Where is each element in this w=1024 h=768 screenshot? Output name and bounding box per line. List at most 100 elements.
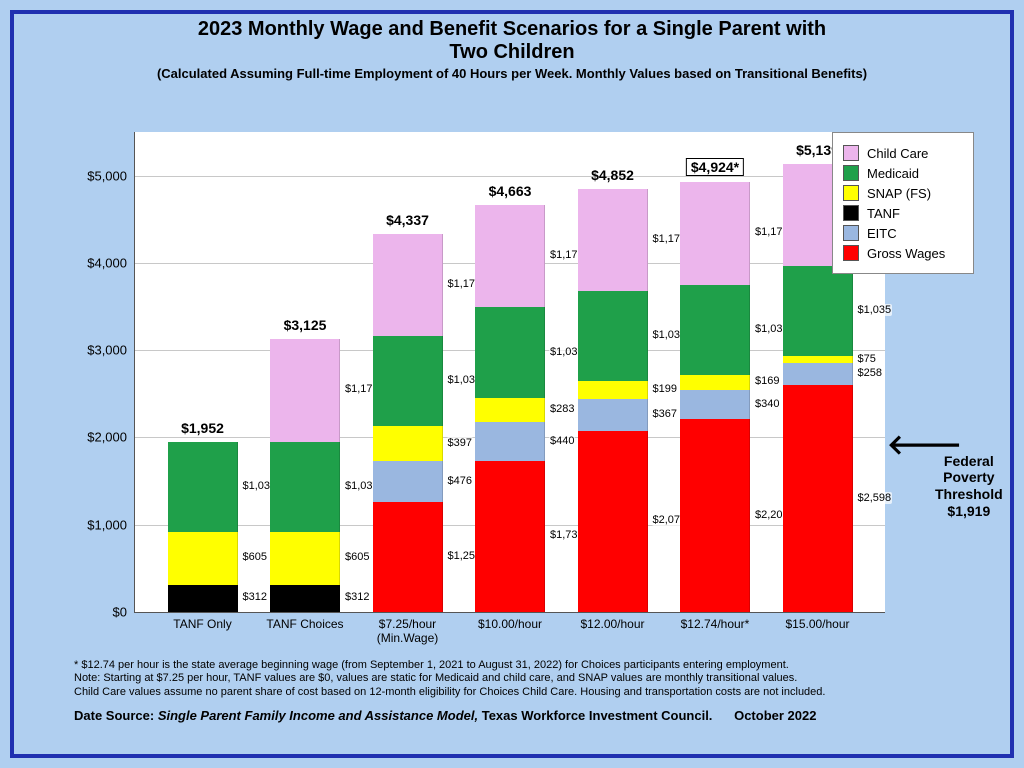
source-label: Date Source:: [74, 708, 158, 723]
legend-item-gross_wages: Gross Wages: [843, 245, 963, 261]
legend-item-child_care: Child Care: [843, 145, 963, 161]
page-container: 2023 Monthly Wage and Benefit Scenarios …: [0, 0, 1024, 768]
y-axis-label: $1,000: [87, 517, 127, 532]
legend-item-snap: SNAP (FS): [843, 185, 963, 201]
bar-total-label: $4,852: [591, 167, 634, 183]
chart-area: $0$1,000$2,000$3,000$4,000$5,000$312$605…: [64, 122, 974, 650]
footnote-1: * $12.74 per hour is the state average b…: [74, 659, 974, 673]
legend-label: TANF: [867, 206, 900, 221]
bar-segment-eitc: $476: [373, 461, 443, 503]
bar-total-label: $4,337: [386, 212, 429, 228]
legend-swatch: [843, 205, 859, 221]
bar-column: $1,256$476$397$1,035$1,173$4,337$7.25/ho…: [373, 234, 443, 613]
y-axis-label: $4,000: [87, 255, 127, 270]
bar-segment-tanf: $312: [168, 585, 238, 612]
bar-segment-child_care: $1,173: [475, 205, 545, 307]
bar-segment-medicaid: $1,035: [270, 442, 340, 532]
bar-total-label: $4,924*: [686, 158, 744, 176]
x-axis-category-label: $10.00/hour: [461, 618, 559, 632]
x-axis-category-label: TANF Choices: [256, 618, 354, 632]
segment-value-label: $75: [857, 353, 877, 365]
bar-segment-snap: $397: [373, 426, 443, 461]
bar-segment-eitc: $367: [578, 399, 648, 431]
x-axis-category-label: $12.00/hour: [564, 618, 662, 632]
x-axis-category-label: $15.00/hour: [769, 618, 867, 632]
source-line: Date Source: Single Parent Family Income…: [74, 708, 974, 724]
legend-label: SNAP (FS): [867, 186, 931, 201]
bar-segment-medicaid: $1,035: [783, 266, 853, 356]
bar-segment-child_care: $1,173: [578, 189, 648, 291]
legend-label: Gross Wages: [867, 246, 945, 261]
bar-segment-snap: $605: [168, 532, 238, 585]
legend-item-eitc: EITC: [843, 225, 963, 241]
bar-segment-child_care: $1,173: [680, 182, 750, 284]
chart-panel: 2023 Monthly Wage and Benefit Scenarios …: [10, 10, 1014, 758]
bar-segment-child_care: $1,173: [373, 234, 443, 336]
bar-column: $2,078$367$199$1,035$1,173$4,852$12.00/h…: [578, 189, 648, 612]
segment-value-label: $258: [857, 367, 883, 379]
x-axis-category-label: $7.25/hour(Min.Wage): [359, 618, 457, 646]
bar-segment-snap: $605: [270, 532, 340, 585]
segment-value-label: $169: [754, 375, 780, 387]
gridline: [135, 176, 885, 177]
bar-column: $1,732$440$283$1,035$1,173$4,663$10.00/h…: [475, 205, 545, 612]
bar-segment-gross_wages: $1,732: [475, 461, 545, 612]
bar-segment-snap: $199: [578, 381, 648, 398]
segment-value-label: $605: [344, 551, 370, 563]
x-axis-category-label: TANF Only: [154, 618, 252, 632]
y-axis-label: $0: [113, 605, 127, 620]
y-axis-label: $2,000: [87, 430, 127, 445]
bar-segment-child_care: $1,173: [270, 339, 340, 441]
bar-segment-eitc: $258: [783, 363, 853, 386]
bar-segment-gross_wages: $2,207: [680, 419, 750, 612]
legend-label: Child Care: [867, 146, 928, 161]
segment-value-label: $1,035: [857, 304, 893, 316]
segment-value-label: $476: [447, 475, 473, 487]
segment-value-label: $440: [549, 435, 575, 447]
chart-title-line2: Two Children: [14, 41, 1010, 64]
source-date: October 2022: [734, 708, 816, 723]
legend: Child CareMedicaidSNAP (FS)TANFEITCGross…: [832, 132, 974, 274]
bar-column: $312$605$1,035$1,952TANF Only: [168, 442, 238, 612]
bar-segment-eitc: $340: [680, 390, 750, 420]
segment-value-label: $605: [242, 551, 268, 563]
bar-total-label: $4,663: [489, 183, 532, 199]
legend-swatch: [843, 145, 859, 161]
legend-swatch: [843, 185, 859, 201]
poverty-threshold-label: FederalPovertyThreshold $1,919: [935, 453, 1003, 520]
bar-segment-medicaid: $1,035: [680, 285, 750, 375]
legend-swatch: [843, 245, 859, 261]
bar-segment-medicaid: $1,035: [373, 336, 443, 426]
title-block: 2023 Monthly Wage and Benefit Scenarios …: [14, 14, 1010, 81]
bar-total-label: $1,952: [181, 420, 224, 436]
legend-swatch: [843, 165, 859, 181]
bar-segment-medicaid: $1,035: [475, 307, 545, 397]
bar-segment-snap: $75: [783, 356, 853, 363]
chart-subtitle: (Calculated Assuming Full-time Employmen…: [14, 66, 1010, 81]
source-model: Single Parent Family Income and Assistan…: [158, 708, 478, 723]
footnote-3: Child Care values assume no parent share…: [74, 686, 974, 700]
plot-area: $0$1,000$2,000$3,000$4,000$5,000$312$605…: [134, 132, 885, 613]
legend-label: EITC: [867, 226, 897, 241]
segment-value-label: $283: [549, 403, 575, 415]
x-axis-category-label: $12.74/hour*: [666, 618, 764, 632]
segment-value-label: $199: [652, 383, 678, 395]
segment-value-label: $340: [754, 398, 780, 410]
legend-swatch: [843, 225, 859, 241]
legend-item-tanf: TANF: [843, 205, 963, 221]
bar-segment-eitc: $440: [475, 422, 545, 460]
bar-segment-tanf: $312: [270, 585, 340, 612]
bar-segment-snap: $169: [680, 375, 750, 390]
bar-segment-gross_wages: $2,078: [578, 431, 648, 612]
bar-segment-snap: $283: [475, 398, 545, 423]
y-axis-label: $3,000: [87, 343, 127, 358]
bar-segment-medicaid: $1,035: [168, 442, 238, 532]
source-org: Texas Workforce Investment Council.: [482, 708, 713, 723]
segment-value-label: $312: [242, 591, 268, 603]
bar-column: $312$605$1,035$1,173$3,125TANF Choices: [270, 339, 340, 612]
bar-segment-gross_wages: $2,598: [783, 385, 853, 612]
segment-value-label: $367: [652, 408, 678, 420]
footnote-2: Note: Starting at $7.25 per hour, TANF v…: [74, 672, 974, 686]
bar-total-label: $3,125: [284, 317, 327, 333]
bar-segment-medicaid: $1,035: [578, 291, 648, 381]
